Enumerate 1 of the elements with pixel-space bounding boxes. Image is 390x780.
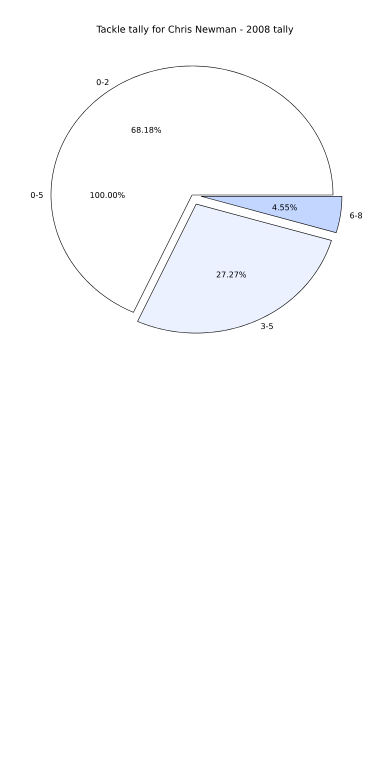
chart-title: Tackle tally for Chris Newman - 2008 tally [96,25,294,35]
